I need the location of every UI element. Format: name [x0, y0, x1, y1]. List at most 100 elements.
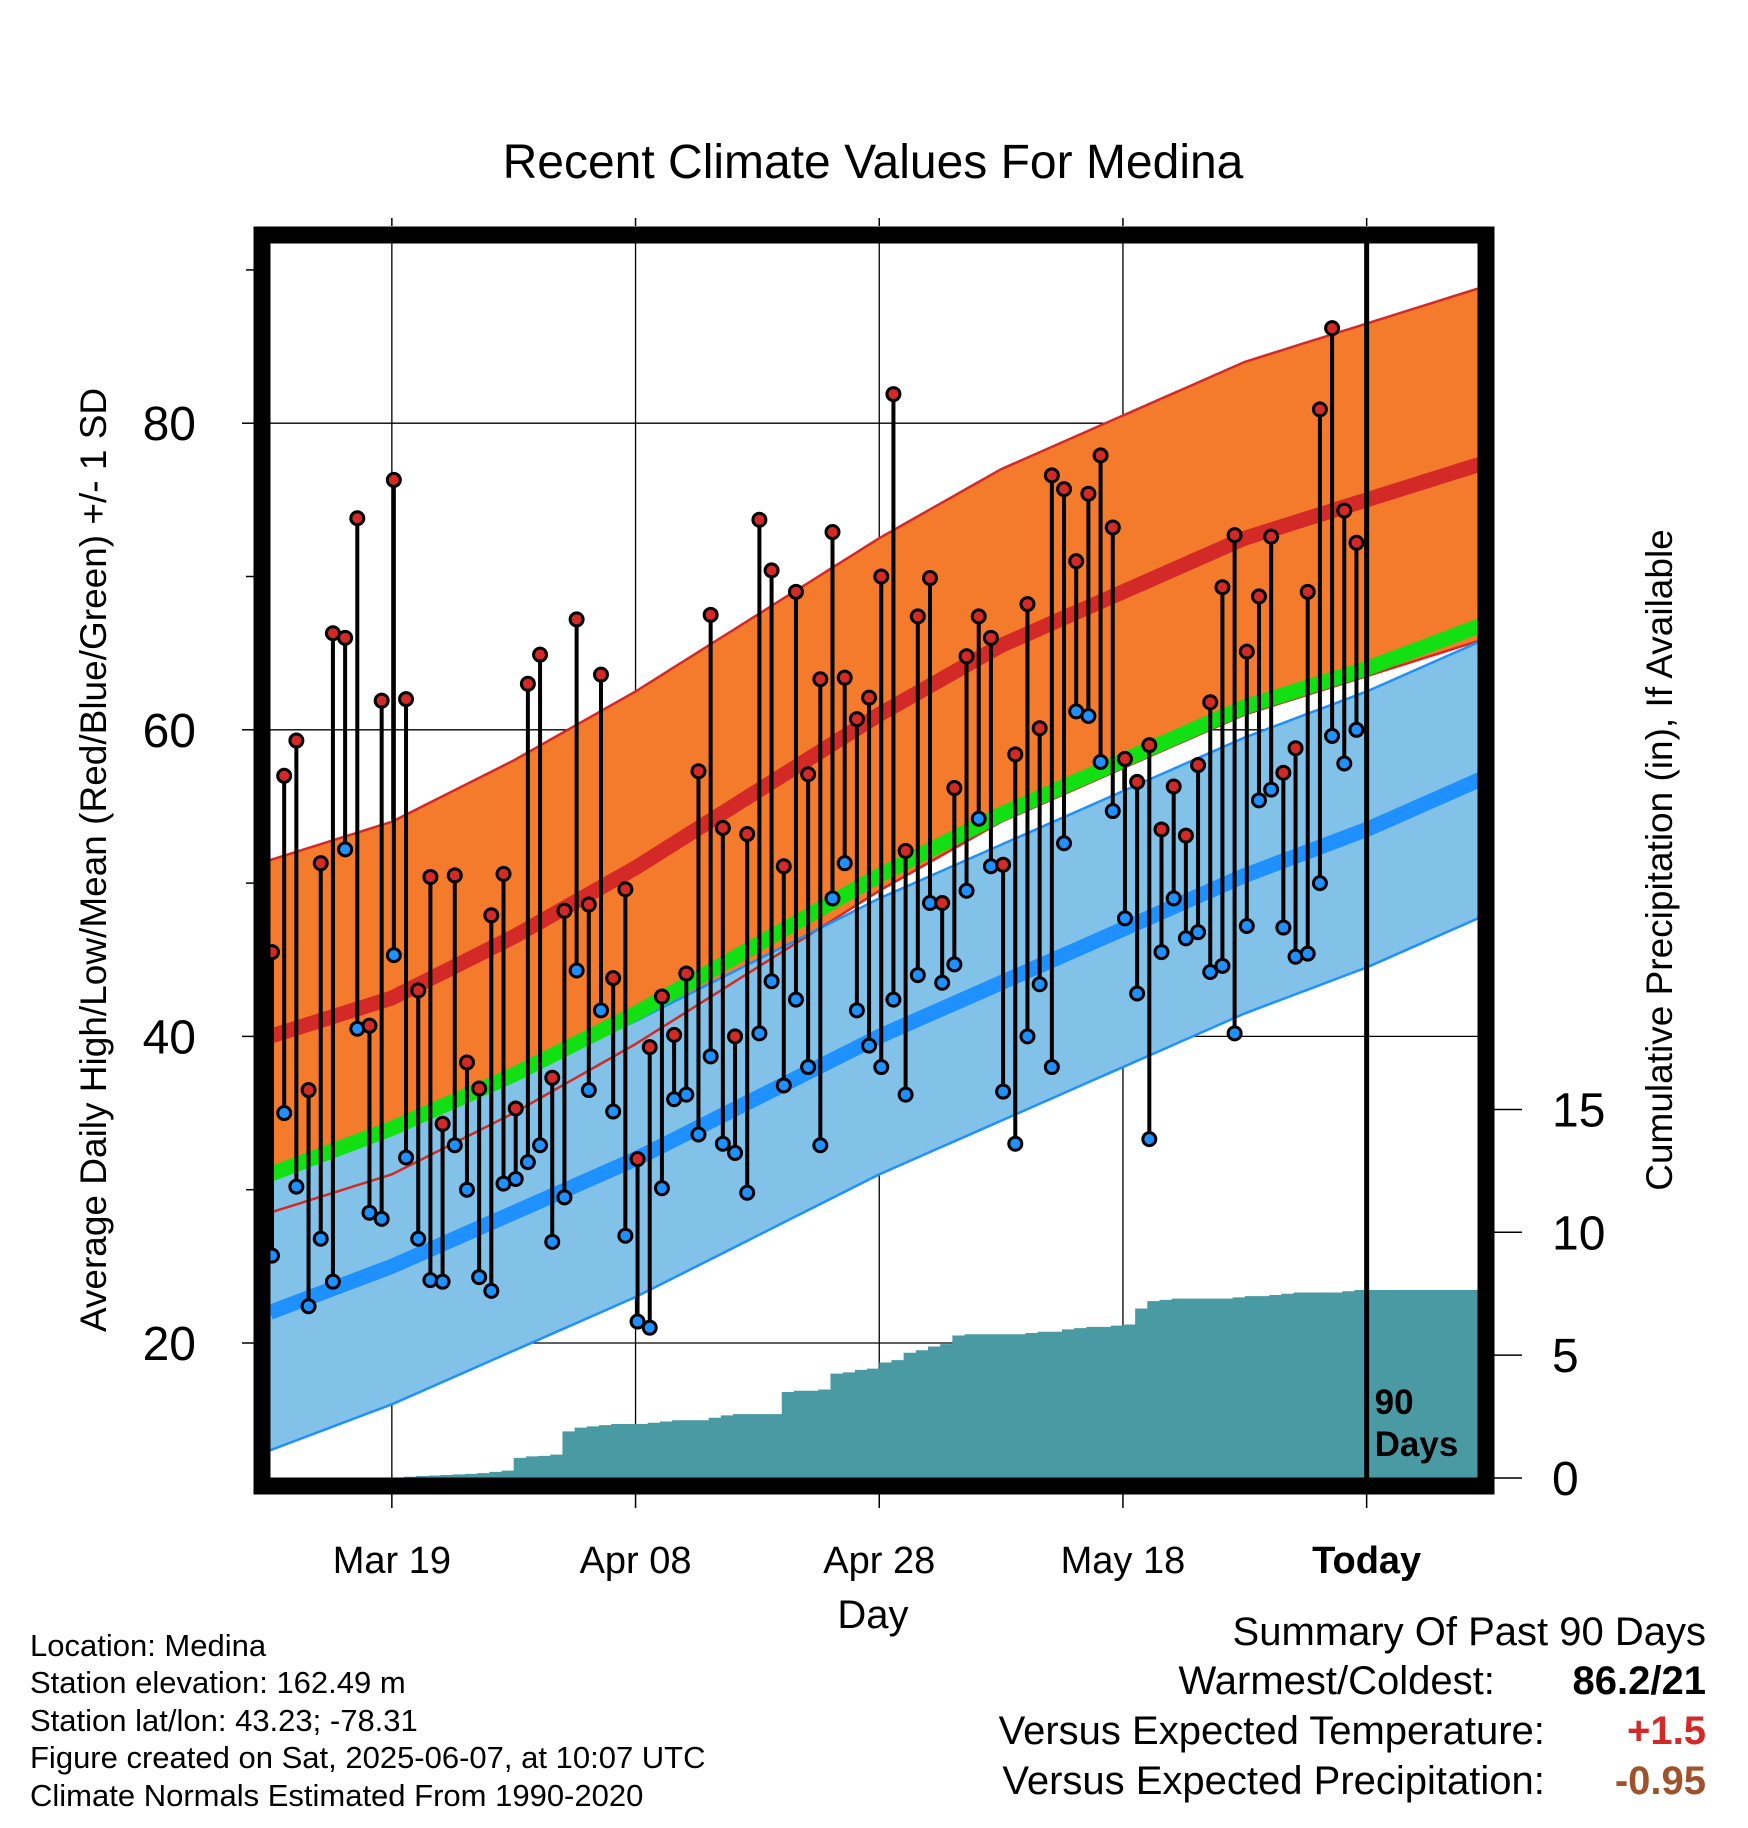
daily-high-point: [1226, 527, 1243, 544]
daily-low-point: [617, 1227, 634, 1244]
daily-high-point: [1177, 827, 1194, 844]
daily-high-point: [1287, 740, 1304, 757]
high-sd-band: [270, 288, 1478, 1213]
daily-low-point: [1019, 1028, 1036, 1045]
daily-high-point: [507, 1100, 524, 1117]
daily-high-point: [1250, 588, 1267, 605]
daily-low-point: [1177, 930, 1194, 947]
daily-high-point: [666, 1026, 683, 1043]
daily-high-point: [1141, 737, 1158, 754]
daily-low-point: [1190, 924, 1207, 941]
daily-low-point: [568, 962, 585, 979]
daily-low-point: [1129, 985, 1146, 1002]
footer-elevation: Station elevation: 162.49 m: [30, 1665, 406, 1700]
daily-high-point: [1263, 528, 1280, 545]
y-right-tick-label: 5: [1552, 1330, 1579, 1383]
x-tick-label: Today: [1312, 1540, 1421, 1582]
daily-low-point: [873, 1059, 890, 1076]
y-axis-left-label: Average Daily High/Low/Mean (Red/Blue/Gr…: [73, 388, 114, 1332]
daily-low-point: [1214, 957, 1231, 974]
daily-low-point: [946, 956, 963, 973]
daily-low-point: [532, 1137, 549, 1154]
footer-location: Location: Medina: [30, 1628, 267, 1663]
daily-high-point: [288, 732, 305, 749]
daily-low-point: [1250, 792, 1267, 809]
x-tick-label: May 18: [1061, 1540, 1186, 1582]
daily-high-point: [690, 763, 707, 780]
daily-high-point: [1275, 764, 1292, 781]
summary-precip-value: -0.95: [1614, 1759, 1706, 1803]
daily-low-point: [1153, 944, 1170, 961]
daily-high-point: [422, 868, 439, 885]
daily-low-point: [824, 890, 841, 907]
x-tick-label: Apr 28: [823, 1540, 935, 1582]
daily-high-point: [483, 907, 500, 924]
daily-low-point: [507, 1170, 524, 1187]
daily-low-point: [544, 1233, 561, 1250]
daily-low-point: [1275, 919, 1292, 936]
daily-high-point: [568, 611, 585, 628]
daily-low-point: [1056, 835, 1073, 852]
daily-high-point: [300, 1082, 317, 1099]
daily-low-point: [410, 1230, 427, 1247]
summary-temp-row: Versus Expected Temperature: +1.5: [806, 1706, 1706, 1756]
daily-high-point: [1080, 485, 1097, 502]
summary-temp-value: +1.5: [1627, 1709, 1706, 1753]
daily-high-point: [714, 819, 731, 836]
daily-high-point: [1019, 596, 1036, 613]
daily-high-point: [1324, 320, 1341, 337]
daily-high-point: [702, 606, 719, 623]
daily-low-point: [800, 1059, 817, 1076]
daily-low-point: [1092, 753, 1109, 770]
daily-low-point: [1324, 727, 1341, 744]
summary-temp-label: Versus Expected Temperature:: [998, 1709, 1545, 1753]
daily-high-point: [1348, 534, 1365, 551]
axes: Mar 19 Apr 08 Apr 28 May 18 Today 20 40 60 80 0 5 1…: [143, 218, 1605, 1582]
daily-high-point: [1056, 481, 1073, 498]
daily-high-point: [495, 865, 512, 882]
daily-high-point: [519, 675, 536, 692]
daily-high-point: [824, 524, 841, 541]
y-left-tick-label: 60: [143, 705, 196, 758]
high-band-upper-edge: [270, 287, 1478, 862]
daily-low-point: [300, 1298, 317, 1315]
daily-high-point: [1104, 519, 1121, 536]
x-tick-label: Apr 08: [580, 1540, 692, 1582]
daily-high-point: [763, 562, 780, 579]
daily-high-point: [1202, 694, 1219, 711]
daily-high-point: [970, 608, 987, 625]
daily-high-point: [471, 1080, 488, 1097]
summary-warmest-row: Warmest/Coldest: 86.2/21: [806, 1656, 1707, 1706]
y-left-tick-label: 20: [143, 1318, 196, 1371]
daily-low-point: [727, 1144, 744, 1161]
daily-low-point: [1336, 755, 1353, 772]
daily-low-point: [751, 1025, 768, 1042]
summary-precip-label: Versus Expected Precipitation:: [1002, 1759, 1545, 1803]
daily-low-point: [1007, 1135, 1024, 1152]
daily-low-point: [629, 1313, 646, 1330]
daily-high-point: [1311, 401, 1328, 418]
daily-low-point: [288, 1178, 305, 1195]
period-label-number: 90: [1375, 1383, 1414, 1422]
daily-high-point: [276, 767, 293, 784]
daily-high-point: [958, 648, 975, 665]
daily-low-point: [446, 1137, 463, 1154]
daily-low-point: [1202, 964, 1219, 981]
daily-low-point: [270, 1247, 280, 1264]
daily-high-point: [995, 856, 1012, 873]
daily-low-point: [848, 1002, 865, 1019]
daily-high-point: [678, 965, 695, 982]
daily-low-point: [836, 855, 853, 872]
daily-low-point: [885, 991, 902, 1008]
daily-high-point: [897, 842, 914, 859]
footer-normals: Climate Normals Estimated From 1990-2020: [30, 1778, 644, 1813]
daily-low-point: [934, 974, 951, 991]
daily-low-point: [653, 1180, 670, 1197]
daily-high-point: [1299, 583, 1316, 600]
daily-high-point: [398, 691, 415, 708]
plot-frame: [253, 226, 1495, 1495]
daily-low-point: [861, 1037, 878, 1054]
daily-high-point: [641, 1039, 658, 1056]
